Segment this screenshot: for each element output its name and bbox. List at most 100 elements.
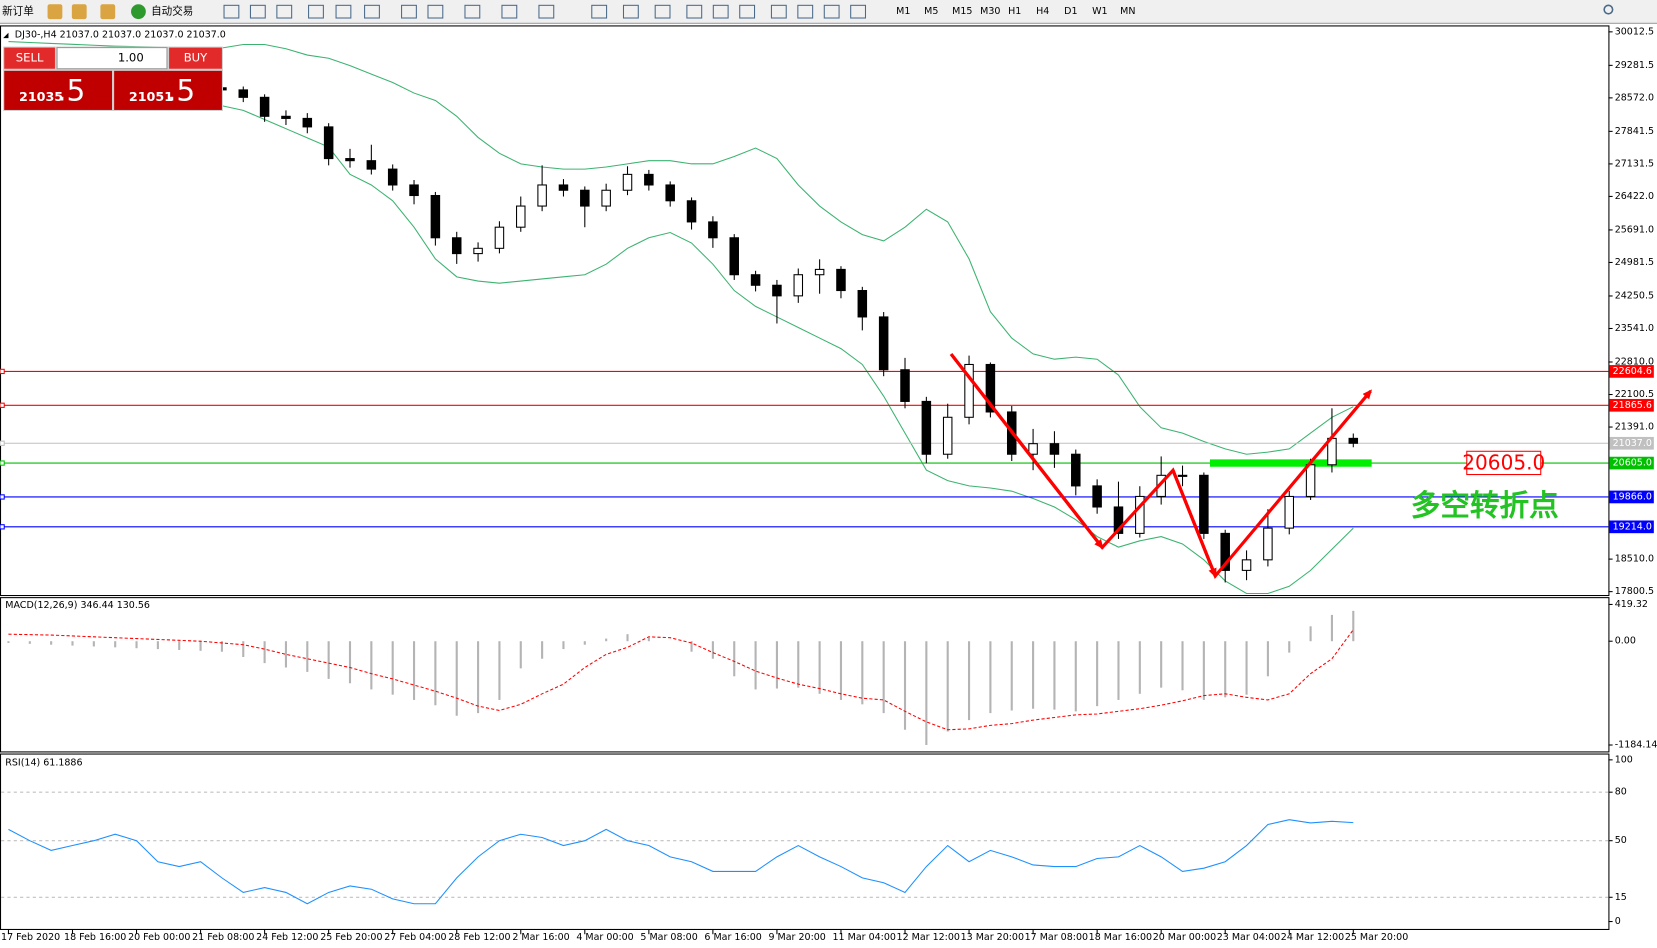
sell-price-box[interactable]	[4, 70, 113, 110]
collapse-icon[interactable]	[3, 32, 9, 39]
x-tick-label: 5 Mar 08:00	[640, 932, 697, 943]
candle-body	[772, 284, 782, 297]
tool-icon[interactable]	[131, 4, 146, 20]
tool-icon[interactable]	[538, 4, 555, 19]
annotation-box	[1466, 450, 1542, 476]
pane-title: MACD(12,26,9) 346.44 130.56	[5, 600, 150, 611]
candle-body	[729, 237, 739, 276]
x-tick-label: 18 Mar 16:00	[1089, 932, 1152, 943]
candle-body	[238, 89, 249, 98]
timeframe-button[interactable]: M30	[980, 6, 1000, 17]
sell-price: 21035	[19, 89, 63, 104]
tool-icon[interactable]	[223, 4, 240, 19]
level-label: 21037.0	[1613, 438, 1652, 449]
candle-body	[473, 247, 483, 255]
timeframe-button[interactable]: H4	[1036, 6, 1049, 17]
y-tick-label: 100	[1615, 754, 1633, 765]
x-tick-label: 24 Feb 12:00	[256, 932, 318, 943]
candle-body	[1049, 443, 1060, 455]
buy-label[interactable]: BUY	[184, 51, 208, 65]
candle-body	[409, 184, 419, 197]
level-label: 21865.6	[1613, 400, 1652, 411]
tool-icon[interactable]	[797, 4, 814, 19]
main-pane	[0, 25, 1610, 597]
sell-button[interactable]	[4, 47, 55, 69]
timeframe-button[interactable]: W1	[1092, 6, 1107, 17]
x-tick-label: 25 Feb 20:00	[320, 932, 382, 943]
level-marker	[0, 524, 5, 530]
candle-body	[1263, 527, 1273, 561]
y-tick-label: 0	[1615, 916, 1621, 927]
x-tick-label: 27 Feb 04:00	[384, 932, 446, 943]
tool-icon[interactable]	[686, 4, 703, 19]
candle-body	[537, 184, 547, 207]
x-tick-label: 18 Feb 16:00	[64, 932, 126, 943]
candle-body	[345, 158, 355, 162]
tool-icon[interactable]	[622, 4, 639, 19]
tool-icon[interactable]	[770, 4, 787, 19]
y-tick-label: 28572.0	[1615, 92, 1654, 103]
timeframe-button[interactable]: M15	[952, 6, 972, 17]
sell-label[interactable]: SELL	[16, 51, 44, 65]
x-tick-label: 20 Mar 00:00	[1153, 932, 1216, 943]
bollinger-upper	[8, 41, 1354, 455]
level-label-box	[1609, 456, 1654, 470]
candle-body	[1135, 495, 1145, 534]
level-marker	[0, 440, 5, 446]
tool-icon[interactable]	[739, 4, 756, 19]
x-tick-label: 9 Mar 20:00	[768, 932, 825, 943]
tool-icon[interactable]	[335, 4, 352, 19]
tool-icon[interactable]	[712, 4, 729, 19]
y-tick-label: 22810.0	[1615, 356, 1654, 367]
buy-price-box[interactable]	[114, 70, 222, 110]
y-tick-label: 26422.0	[1615, 191, 1654, 202]
y-tick-label: 17800.5	[1615, 586, 1654, 597]
candle-body	[323, 126, 334, 160]
y-tick-label: 18510.0	[1615, 554, 1654, 565]
search-icon[interactable]	[1603, 4, 1614, 15]
candle-body	[814, 268, 825, 276]
candle-body	[516, 205, 526, 228]
level-marker	[0, 402, 5, 408]
candle-body	[622, 173, 633, 191]
tool-icon[interactable]	[591, 4, 608, 19]
buy-button[interactable]	[169, 47, 222, 69]
tool-icon[interactable]	[823, 4, 840, 19]
rsi-line	[8, 819, 1354, 905]
timeframe-button[interactable]: D1	[1064, 6, 1077, 17]
buy-price: 21051	[129, 89, 173, 104]
timeframe-button[interactable]: M1	[896, 6, 910, 17]
new-order[interactable]: 新订单	[2, 5, 34, 18]
tool-icon[interactable]	[501, 4, 518, 19]
y-tick-label: 27131.5	[1615, 158, 1654, 169]
auto-trade[interactable]: 自动交易	[151, 5, 193, 18]
tool-icon[interactable]	[308, 4, 324, 19]
timeframe-button[interactable]: MN	[1120, 6, 1135, 17]
tool-icon[interactable]	[427, 4, 444, 19]
tool-icon[interactable]	[47, 4, 63, 20]
candle-body	[281, 115, 291, 119]
candle-body	[750, 274, 761, 286]
x-tick-label: 28 Feb 12:00	[448, 932, 510, 943]
x-tick-label: 17 Mar 08:00	[1025, 932, 1088, 943]
tool-icon[interactable]	[249, 4, 266, 19]
level-label: 22604.6	[1613, 366, 1652, 377]
tool-icon[interactable]	[276, 4, 293, 19]
lots-input[interactable]	[56, 47, 168, 70]
candle-body	[1199, 474, 1209, 534]
tool-icon[interactable]	[71, 4, 87, 20]
candle-body	[387, 168, 398, 186]
timeframe-button[interactable]: H1	[1008, 6, 1021, 17]
lots-value[interactable]: 1.00	[118, 51, 144, 65]
candle-body	[1113, 506, 1124, 534]
level-marker	[0, 368, 5, 375]
tool-icon[interactable]	[401, 4, 417, 19]
tool-icon[interactable]	[364, 4, 380, 19]
tool-icon[interactable]	[100, 4, 116, 20]
tool-icon[interactable]	[654, 4, 671, 19]
timeframe-button[interactable]: M5	[924, 6, 938, 17]
x-tick-label: 6 Mar 16:00	[704, 932, 761, 943]
tool-icon[interactable]	[464, 4, 481, 19]
tool-icon[interactable]	[850, 4, 867, 19]
buy-pips: .5	[167, 73, 195, 107]
